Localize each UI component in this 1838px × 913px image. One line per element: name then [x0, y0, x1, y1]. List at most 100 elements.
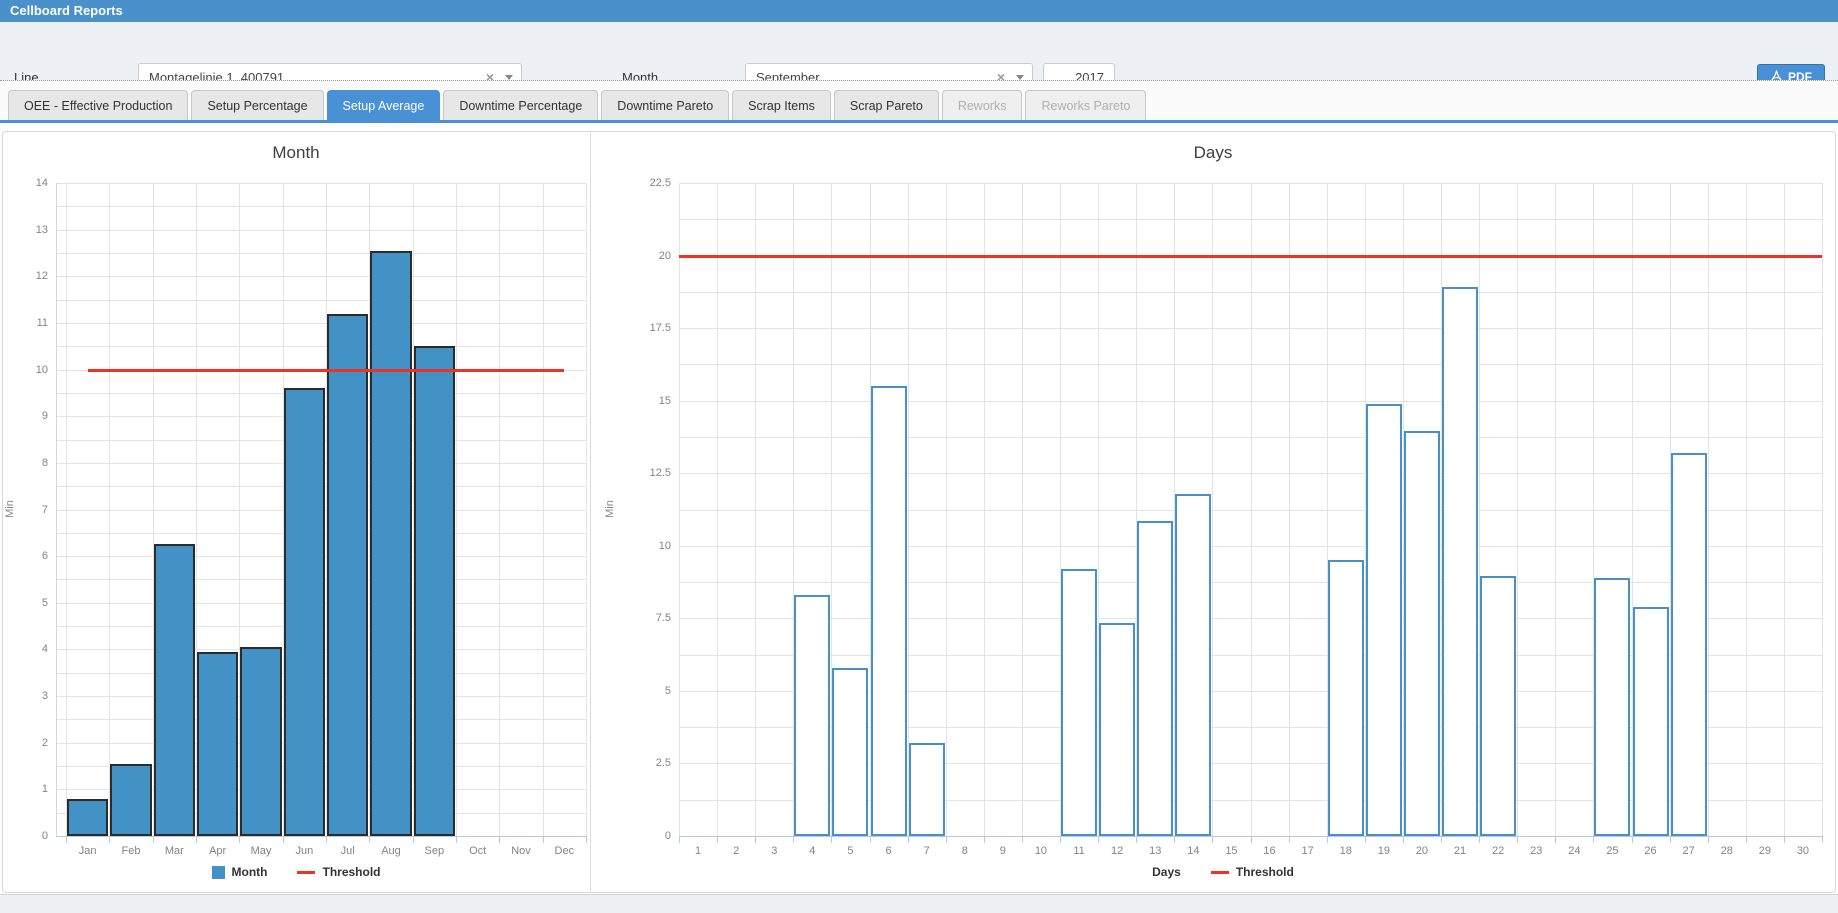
tab-oee-effective-production[interactable]: OEE - Effective Production	[8, 90, 189, 121]
bar-19	[1365, 403, 1402, 836]
y-axis-label: 8	[41, 456, 48, 469]
chart-title: Month	[272, 143, 320, 162]
x-axis-label: 4	[809, 845, 816, 857]
x-axis-label: 14	[1187, 845, 1200, 857]
x-axis-label: 23	[1530, 845, 1543, 857]
x-axis-label: 10	[1034, 845, 1048, 857]
chart-legend: Days Threshold	[590, 862, 1836, 882]
x-axis-label: 3	[771, 845, 778, 857]
chart-legend: Month Threshold	[2, 862, 590, 882]
y-axis-label: 0	[41, 830, 48, 842]
bar-aug	[370, 250, 412, 836]
legend-item-threshold[interactable]: Threshold	[297, 865, 381, 879]
bar-feb	[110, 763, 152, 836]
y-axis-label: 0	[664, 830, 671, 842]
y-axis-label: 22.5	[649, 177, 671, 189]
bar-6	[870, 386, 907, 836]
legend-swatch-month	[211, 865, 225, 879]
y-axis-label: 10	[658, 539, 671, 552]
legend-threshold-line-icon	[297, 870, 316, 874]
x-axis-label: 2	[733, 845, 740, 857]
tab-scrap-pareto[interactable]: Scrap Pareto	[833, 90, 939, 121]
x-axis-label: Jun	[295, 845, 314, 857]
bar-20	[1403, 431, 1440, 836]
y-axis-label: 7.5	[655, 612, 671, 625]
bar-4	[794, 595, 831, 836]
x-axis-label: 27	[1682, 845, 1695, 857]
x-axis-label: 19	[1377, 845, 1390, 857]
x-axis-label: Nov	[511, 845, 531, 857]
y-axis-label: 20	[658, 249, 671, 262]
bar-14	[1175, 493, 1212, 836]
x-axis-label: 9	[999, 845, 1006, 857]
x-axis-label: 16	[1263, 845, 1276, 857]
bar-27	[1670, 452, 1707, 836]
tab-downtime-percentage[interactable]: Downtime Percentage	[443, 90, 599, 121]
x-axis-label: Jan	[78, 845, 97, 857]
bar-21	[1442, 287, 1479, 836]
y-axis-label: 2.5	[655, 757, 671, 770]
x-axis-label: 24	[1568, 845, 1581, 857]
tab-reworks-pareto: Reworks Pareto	[1025, 90, 1147, 121]
x-axis-label: 15	[1225, 845, 1238, 857]
days-chart: Days Days Threshold 0 2.5 5 7.5 10 12.5 15 17.5 2…	[590, 131, 1836, 893]
x-axis-label: Sep	[424, 845, 445, 857]
month-caret-icon[interactable]	[1016, 74, 1024, 80]
chart-title: Days	[1193, 143, 1233, 162]
y-axis-label: 12.5	[649, 467, 671, 480]
y-axis-label: 1	[41, 783, 48, 796]
legend-item-days[interactable]: Days	[1132, 865, 1181, 879]
x-axis-label: 7	[923, 845, 930, 857]
tab-strip: OEE - Effective Production Setup Percenta…	[0, 80, 1838, 121]
bar-may	[240, 647, 282, 836]
tab-downtime-pareto[interactable]: Downtime Pareto	[601, 90, 730, 121]
threshold-line	[87, 368, 565, 372]
y-axis-title: Min	[4, 499, 16, 518]
tab-bar: OEE - Effective Production Setup Percenta…	[8, 90, 1149, 121]
tab-underline	[0, 120, 1838, 123]
bar-sep	[413, 346, 455, 836]
line-clear-icon[interactable]: ×	[485, 69, 494, 85]
bar-jun	[283, 388, 325, 836]
legend-threshold-line-icon	[1210, 870, 1229, 874]
month-clear-icon[interactable]: ×	[996, 69, 1005, 85]
x-axis-label: 1	[694, 845, 702, 857]
x-axis-label: 20	[1415, 845, 1429, 857]
x-axis-label: 25	[1606, 845, 1619, 857]
y-axis-label: 15	[658, 394, 671, 407]
x-axis-label: May	[250, 845, 272, 857]
tab-setup-average[interactable]: Setup Average	[326, 90, 441, 121]
x-axis-label: 12	[1111, 845, 1124, 857]
y-axis-label: 17.5	[649, 322, 671, 335]
x-axis-label: Oct	[469, 845, 487, 857]
bar-7	[908, 743, 945, 836]
x-axis-label: Apr	[209, 845, 227, 857]
x-axis-label: Feb	[121, 845, 141, 857]
threshold-line	[679, 254, 1822, 258]
x-axis-label: 29	[1758, 845, 1771, 857]
y-axis-label: 9	[41, 410, 48, 423]
legend-item-threshold[interactable]: Threshold	[1210, 865, 1294, 879]
x-axis-label: 6	[885, 845, 892, 857]
legend-label: Month	[231, 865, 268, 879]
y-axis-label: 5	[664, 684, 671, 697]
tab-setup-percentage[interactable]: Setup Percentage	[191, 90, 324, 121]
y-axis-label: 3	[41, 690, 48, 703]
legend-swatch-days	[1132, 865, 1146, 879]
panel-divider	[590, 131, 591, 893]
title-bar: Cellboard Reports	[0, 0, 1838, 22]
bar-5	[832, 667, 869, 836]
app-title: Cellboard Reports	[10, 3, 123, 18]
month-chart: Month Month Threshold 0 1 2 3 4 5 6 7 8 9 10 11 12 13 1…	[2, 131, 590, 893]
y-axis-label: 12	[35, 270, 48, 283]
y-axis-label: 10	[35, 363, 48, 376]
x-axis-label: 28	[1720, 845, 1733, 857]
bar-13	[1137, 521, 1174, 836]
legend-item-month[interactable]: Month	[211, 865, 268, 879]
y-axis-label: 11	[36, 316, 48, 329]
line-caret-icon[interactable]	[505, 74, 513, 80]
x-axis-label: Mar	[164, 845, 184, 857]
tab-scrap-items[interactable]: Scrap Items	[732, 90, 831, 121]
y-axis-label: 6	[41, 550, 48, 563]
